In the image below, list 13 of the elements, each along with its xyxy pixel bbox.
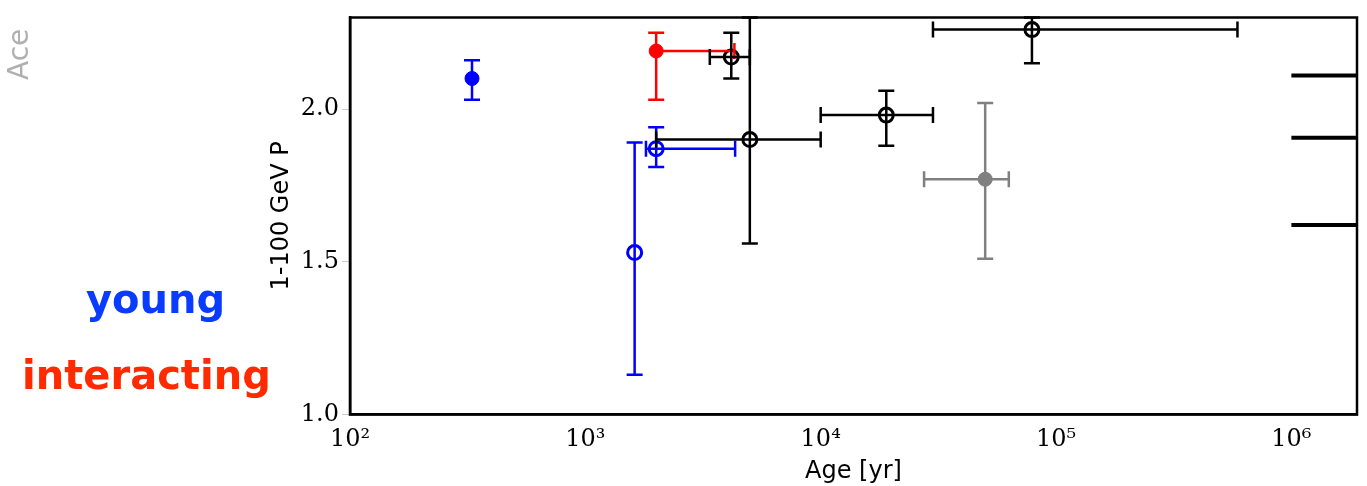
x-tick-label: 10⁴: [800, 424, 841, 453]
y-tick-label: 1.5: [300, 245, 339, 274]
y-tick-label: 2.0: [300, 93, 339, 122]
x-tick-label: 10³: [565, 424, 606, 453]
x-tick-label: 10⁵: [1035, 424, 1077, 453]
text: Ace: [2, 28, 35, 80]
y-axis-title: 1-100 GeV P: [265, 141, 294, 291]
y-tick-label: 1.0: [300, 398, 339, 427]
x-tick-label: 10⁶: [1271, 424, 1312, 453]
text: interacting: [22, 352, 271, 398]
x-axis-title: Age [yr]: [805, 455, 902, 484]
x-tick-label: 10²: [329, 424, 371, 453]
text: young: [86, 276, 226, 322]
